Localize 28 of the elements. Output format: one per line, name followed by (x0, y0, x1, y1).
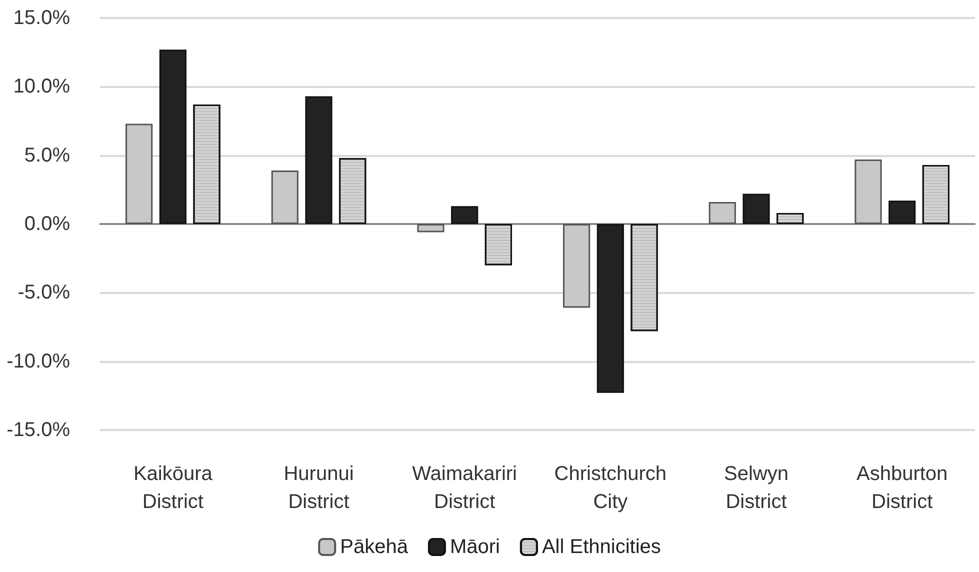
bar (305, 96, 332, 224)
legend-label: All Ethnicities (542, 536, 661, 558)
bar (888, 200, 916, 224)
bar (417, 224, 444, 232)
bar (708, 202, 736, 224)
bar (451, 206, 478, 224)
bar (159, 50, 186, 224)
bar (563, 224, 590, 308)
y-tick-label: 15.0% (13, 7, 70, 29)
x-tick-label: Selwyn District (724, 463, 788, 513)
x-tick-label: Kaikōura District (133, 463, 214, 513)
y-tick-label: -5.0% (18, 282, 70, 304)
x-tick-label: Waimakariri District (412, 463, 517, 513)
y-tick-label: 0.0% (24, 213, 70, 235)
legend-label: Pākehā (340, 536, 409, 558)
legend-label: Māori (450, 536, 500, 558)
bar (596, 224, 624, 393)
y-tick-label: 5.0% (24, 144, 70, 166)
bar (271, 170, 298, 224)
x-tick-label: Hurunui District (284, 463, 354, 513)
bar (854, 159, 882, 224)
bar (126, 124, 153, 224)
y-tick-label: -10.0% (6, 350, 70, 372)
x-tick-label: Ashburton District (856, 463, 948, 513)
y-tick-label: 10.0% (13, 76, 70, 98)
x-tick-label: Christchurch City (554, 463, 667, 513)
bar (742, 194, 770, 224)
y-tick-label: -15.0% (6, 419, 70, 441)
